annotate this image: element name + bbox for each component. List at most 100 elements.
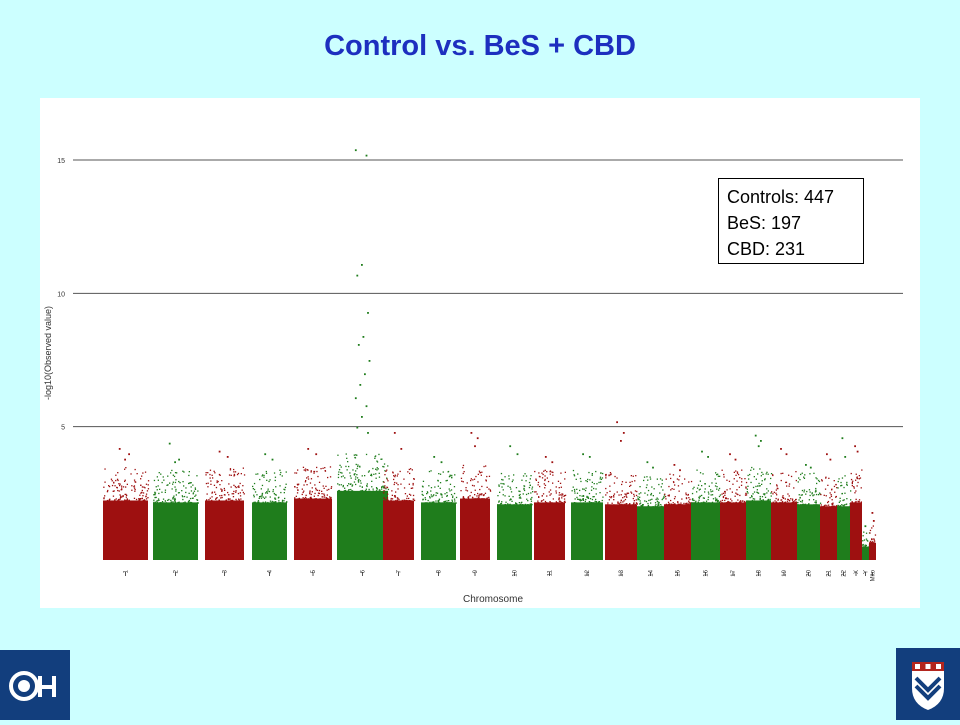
snp-point (791, 502, 793, 504)
snp-point (747, 485, 749, 487)
x-axis-title: Chromosome (463, 594, 523, 605)
snp-point (188, 482, 190, 485)
snp-point (779, 501, 781, 504)
snp-point (685, 502, 687, 505)
snp-point (373, 473, 375, 475)
snp-point (485, 480, 487, 482)
snp-point (803, 489, 806, 491)
peak-point (826, 453, 828, 456)
snp-point (631, 480, 633, 483)
snp-point (355, 454, 357, 456)
snp-point (581, 495, 583, 497)
snp-point (644, 492, 646, 494)
snp-point (358, 479, 360, 481)
snp-point (599, 478, 601, 480)
snp-point (170, 472, 172, 474)
peak-point (544, 456, 547, 458)
snp-point (364, 490, 366, 492)
snp-point (406, 497, 408, 500)
snp-point (359, 490, 361, 492)
snp-point (143, 486, 145, 488)
snp-point (715, 482, 717, 484)
snp-point (651, 486, 653, 488)
peak-point (400, 448, 403, 450)
snp-point (361, 490, 363, 493)
snp-point (721, 499, 724, 502)
snp-point (117, 472, 119, 474)
snp-point (354, 457, 357, 459)
snp-point (233, 475, 235, 477)
snp-point (359, 485, 361, 487)
snp-point (267, 490, 269, 492)
snp-point (531, 486, 534, 488)
snp-point (608, 499, 610, 501)
snp-point (841, 492, 843, 495)
snp-point (722, 496, 725, 499)
snp-point (797, 501, 799, 504)
snp-point (190, 486, 192, 488)
x-tick-label: 1 (124, 569, 130, 573)
snp-point (430, 494, 432, 496)
snp-point (782, 497, 785, 499)
snp-point (855, 498, 857, 500)
snp-point (573, 488, 576, 491)
snp-point (481, 485, 483, 488)
snp-point (762, 473, 764, 475)
snp-point (170, 502, 172, 504)
chromosome-bulk-points (637, 506, 664, 560)
snp-point (445, 480, 447, 482)
snp-point (386, 498, 389, 500)
snp-point (323, 493, 325, 495)
snp-point (411, 487, 414, 489)
snp-point (134, 468, 136, 471)
snp-point (141, 491, 143, 494)
snp-point (668, 503, 670, 505)
snp-point (838, 505, 840, 508)
snp-point (773, 491, 775, 493)
snp-point (697, 501, 699, 503)
snp-point (799, 500, 802, 503)
snp-point (174, 498, 176, 500)
peak-point (362, 336, 365, 338)
snp-point (609, 474, 612, 476)
snp-point (172, 481, 174, 483)
snp-point (337, 490, 340, 493)
snp-point (865, 538, 868, 540)
snp-point (752, 493, 754, 495)
snp-point (382, 486, 385, 488)
snp-point (788, 495, 790, 497)
snp-point (720, 500, 722, 502)
snp-point (470, 491, 472, 494)
x-tick-label: 16 (704, 569, 710, 576)
snp-point (295, 495, 297, 497)
snp-point (174, 500, 176, 502)
snp-point (323, 487, 325, 489)
snp-point (460, 490, 462, 492)
snp-point (438, 499, 440, 501)
chromosome-22-points (837, 437, 852, 560)
snp-point (804, 503, 806, 506)
snp-point (182, 498, 184, 501)
snp-point (213, 470, 215, 472)
snp-point (147, 484, 149, 486)
snp-point (410, 468, 412, 470)
snp-point (216, 481, 218, 484)
x-tick-label: 21 (827, 569, 833, 576)
snp-point (830, 495, 833, 497)
peak-point (864, 525, 867, 528)
snp-point (268, 480, 270, 483)
snp-point (823, 505, 825, 507)
snp-point (351, 484, 354, 486)
snp-point (741, 481, 743, 483)
legend-cbd-count: CBD: 231 (727, 239, 806, 259)
snp-point (398, 500, 400, 502)
snp-point (181, 495, 183, 497)
snp-point (684, 504, 687, 506)
snp-point (561, 502, 563, 504)
snp-point (649, 499, 652, 501)
snp-point (537, 484, 539, 486)
snp-point (499, 504, 501, 506)
snp-point (262, 474, 264, 476)
snp-point (156, 500, 158, 502)
snp-point (635, 502, 638, 504)
